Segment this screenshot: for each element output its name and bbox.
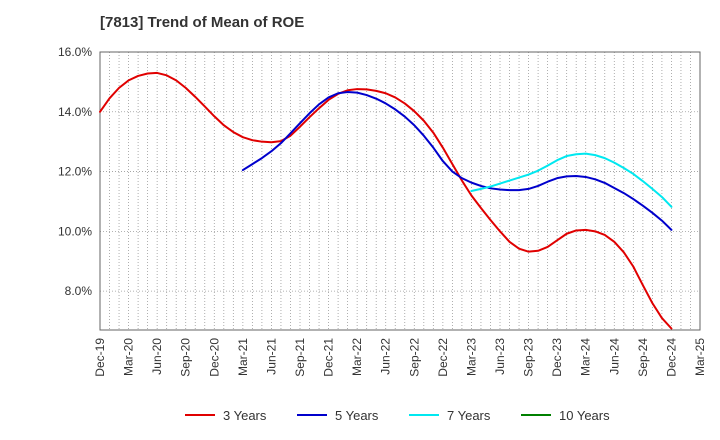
- x-tick-label: Jun-21: [264, 338, 278, 375]
- x-tick-label: Dec-20: [207, 338, 221, 377]
- x-tick-label: Sep-23: [522, 338, 536, 377]
- x-tick-label: Sep-24: [636, 338, 650, 377]
- legend-label-10-years: 10 Years: [559, 408, 610, 423]
- x-tick-label: Jun-24: [607, 338, 621, 375]
- x-tick-label: Mar-21: [236, 338, 250, 376]
- x-tick-label: Dec-19: [93, 338, 107, 377]
- plot-frame: [99, 51, 701, 331]
- x-tick-label: Mar-22: [350, 338, 364, 376]
- series-line-5-years: [241, 91, 673, 231]
- x-tick-label: Jun-23: [493, 338, 507, 375]
- x-tick-label: Sep-22: [407, 338, 421, 377]
- series-line-7-years: [470, 152, 673, 208]
- series-layer: [99, 71, 673, 330]
- y-tick-label: 12.0%: [58, 165, 92, 179]
- x-tick-label: Sep-21: [293, 338, 307, 377]
- y-tick-label: 10.0%: [58, 224, 92, 238]
- x-tick-label: Dec-24: [664, 338, 678, 377]
- x-tick-label: Dec-22: [436, 338, 450, 377]
- legend-label-3-years: 3 Years: [223, 408, 267, 423]
- x-tick-label: Jun-22: [379, 338, 393, 375]
- x-tick-label: Mar-23: [464, 338, 478, 376]
- x-tick-label: Sep-20: [179, 338, 193, 377]
- legend: 3 Years 5 Years 7 Years 10 Years: [185, 408, 610, 423]
- y-tick-label: 16.0%: [58, 45, 92, 59]
- series-line-3-years: [99, 71, 673, 330]
- legend-label-5-years: 5 Years: [335, 408, 379, 423]
- x-tick-label: Mar-24: [579, 338, 593, 376]
- x-tick-label: Jun-20: [150, 338, 164, 375]
- x-tick-label: Dec-21: [322, 338, 336, 377]
- grid-layer: [100, 51, 700, 330]
- legend-label-7-years: 7 Years: [447, 408, 491, 423]
- x-tick-label: Mar-20: [122, 338, 136, 376]
- x-tick-label: Mar-25: [693, 338, 707, 376]
- y-tick-label: 14.0%: [58, 105, 92, 119]
- axis-layer: 8.0% 10.0% 12.0% 14.0% 16.0% Dec-19 Mar-20 Jun-…: [58, 45, 707, 377]
- chart-title: [7813] Trend of Mean of ROE: [100, 14, 305, 31]
- x-tick-label: Dec-23: [550, 338, 564, 377]
- y-tick-label: 8.0%: [65, 284, 93, 298]
